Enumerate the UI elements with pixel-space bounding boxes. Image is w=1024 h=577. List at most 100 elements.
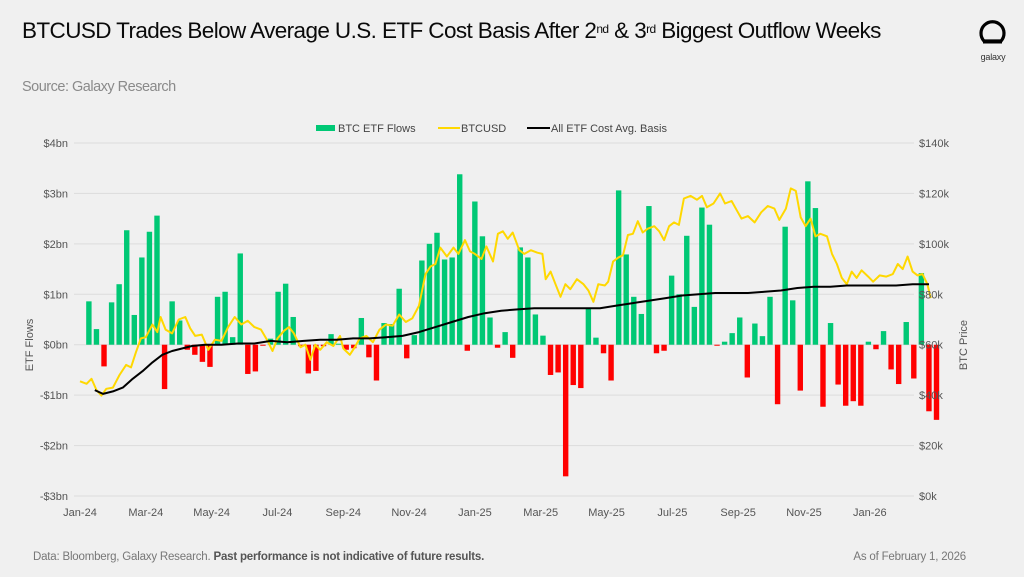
inflow-bar <box>676 294 682 345</box>
inflow-bar <box>812 208 819 345</box>
chart: $4bn $3bn $2bn $1bn $0bn -$1bn -$2bn -$3bn $140… <box>24 123 970 519</box>
inflow-bar <box>472 201 478 345</box>
x-tick-label: Jul-25 <box>657 507 687 519</box>
outflow-bar <box>926 344 932 412</box>
inflow-bar <box>214 296 221 345</box>
inflow-bar <box>502 332 508 345</box>
inflow-bar <box>396 288 402 345</box>
inflow-bar <box>903 322 909 345</box>
inflow-bar <box>441 259 448 345</box>
inflow-bar <box>532 314 539 345</box>
inflow-bar <box>767 296 773 345</box>
inflow-bar <box>419 260 425 345</box>
outflow-bar <box>653 344 660 354</box>
inflow-bar <box>154 215 160 345</box>
right-tick-label: $40k <box>919 390 943 402</box>
legend-label-basis: All ETF Cost Avg. Basis <box>551 123 667 135</box>
x-tick-label: Jul-24 <box>262 507 292 519</box>
btcusd-line <box>79 187 932 397</box>
inflow-bar <box>457 174 463 345</box>
inflow-bar <box>381 323 387 345</box>
chart-subtitle: Source: Galaxy Research <box>22 79 176 95</box>
inflow-bar <box>282 283 289 345</box>
inflow-bar <box>169 301 175 345</box>
inflow-bar <box>805 181 811 345</box>
outflow-bar <box>555 344 561 373</box>
inflow-bar <box>593 337 599 345</box>
x-tick-label: Sep-24 <box>326 507 361 519</box>
inflow-bar <box>237 253 243 345</box>
x-tick-label: Jan-25 <box>458 507 492 519</box>
inflow-bar <box>684 235 690 345</box>
outflow-bar <box>873 344 879 350</box>
inflow-bar <box>706 224 713 345</box>
inflow-bar <box>358 317 365 345</box>
outflow-bar <box>578 344 584 389</box>
outflow-bar <box>101 344 107 367</box>
right-tick-label: $60k <box>919 340 943 352</box>
inflow-bar <box>668 275 675 345</box>
right-tick-label: $20k <box>919 441 943 453</box>
outflow-bar <box>404 344 410 359</box>
inflow-bar <box>93 329 100 345</box>
outflow-bar <box>744 344 751 378</box>
outflow-bar <box>245 344 251 374</box>
galaxy-logo: galaxy <box>976 18 1010 68</box>
inflow-bar <box>411 335 418 345</box>
inflow-bar <box>290 316 296 345</box>
inflow-bar <box>540 335 546 345</box>
inflow-bar <box>721 341 728 345</box>
inflow-bar <box>487 317 493 345</box>
inflow-bar <box>139 257 145 345</box>
outflow-bar <box>797 344 803 391</box>
outflow-bar <box>933 344 940 420</box>
footer-source: Data: Bloomberg, Galaxy Research. <box>33 551 211 563</box>
left-tick-label: $0bn <box>44 340 68 352</box>
footer-note: Data: Bloomberg, Galaxy Research. Past p… <box>33 551 484 563</box>
left-axis-ticks: $4bn $3bn $2bn $1bn $0bn -$1bn -$2bn -$3bn <box>40 138 68 503</box>
inflow-bar <box>865 341 872 345</box>
inflow-bar <box>737 317 743 345</box>
inflow-bar <box>623 254 629 345</box>
inflow-bar <box>335 343 342 345</box>
inflow-bar <box>222 291 228 345</box>
inflow-bar <box>146 231 153 345</box>
inflow-bar <box>615 190 622 345</box>
inflow-bar <box>434 232 440 345</box>
inflow-bar <box>116 284 122 345</box>
as-of-date: As of February 1, 2026 <box>853 551 966 563</box>
outflow-bar <box>850 344 856 402</box>
inflow-bar <box>631 296 637 345</box>
outflow-bar <box>608 344 614 381</box>
x-tick-label: May-24 <box>193 507 230 519</box>
x-tick-label: Mar-25 <box>523 507 558 519</box>
x-tick-label: Jan-24 <box>63 507 97 519</box>
outflow-bar <box>820 344 826 407</box>
left-tick-label: -$1bn <box>40 390 68 402</box>
outflow-bar <box>888 344 894 370</box>
x-axis-ticks: Jan-24 Mar-24 May-24 Jul-24 Sep-24 Nov-24 Jan-… <box>63 507 886 519</box>
left-tick-label: $2bn <box>44 239 68 251</box>
right-tick-label: $120k <box>919 188 949 200</box>
inflow-bar <box>790 300 796 345</box>
inflow-bar <box>827 323 834 345</box>
outflow-bar <box>774 344 781 405</box>
outflow-bar <box>509 344 516 358</box>
inflow-bar <box>275 291 281 345</box>
outflow-bar <box>161 344 168 390</box>
outflow-bar <box>373 344 380 381</box>
inflow-bar <box>479 236 486 345</box>
inflow-bar <box>638 313 645 345</box>
x-tick-label: Jan-26 <box>853 507 887 519</box>
inflow-bar <box>131 314 137 345</box>
outflow-bar <box>600 344 607 354</box>
outflow-bar <box>562 344 569 477</box>
left-tick-label: $4bn <box>44 138 68 150</box>
outflow-bar <box>192 344 198 355</box>
legend-swatch-flows <box>316 125 335 131</box>
galaxy-logo-icon <box>979 20 1006 44</box>
outflow-bar <box>252 344 259 372</box>
outflow-bar <box>464 344 470 351</box>
footer-disclaimer: Past performance is not indicative of fu… <box>213 551 485 563</box>
right-tick-label: $80k <box>919 289 943 301</box>
